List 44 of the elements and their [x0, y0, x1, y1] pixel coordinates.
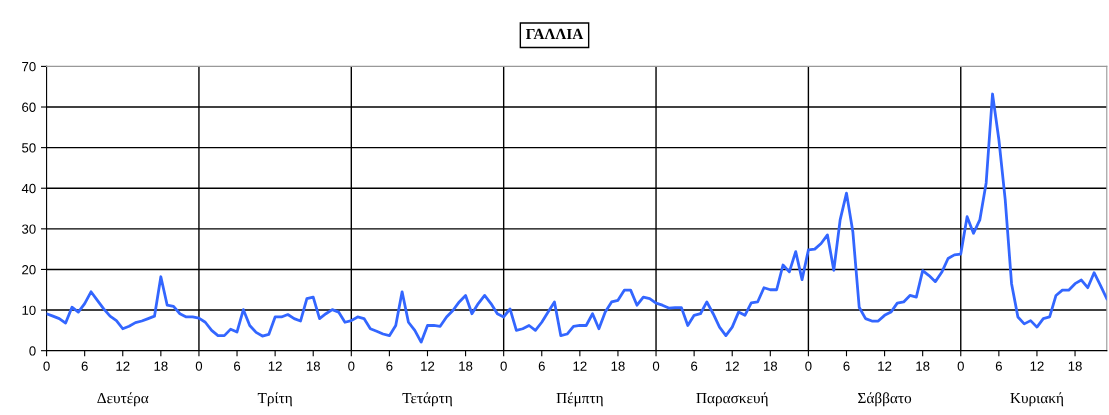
- y-tick-label: 30: [21, 224, 36, 234]
- x-tick-label: 18: [763, 361, 778, 371]
- x-tick-label: 6: [234, 361, 241, 371]
- x-tick-label: 6: [538, 361, 545, 371]
- x-tick-label: 0: [805, 361, 812, 371]
- x-tick-label: 18: [306, 361, 320, 371]
- x-tick-label: 6: [691, 361, 698, 371]
- y-tick-label: 20: [22, 265, 36, 275]
- x-tick-label: 6: [386, 361, 393, 371]
- x-tick-label: 0: [43, 361, 50, 371]
- x-tick-label: 0: [957, 361, 964, 371]
- x-tick-label: 0: [195, 361, 203, 371]
- y-tick-label: 70: [22, 61, 36, 72]
- x-tick-label: 0: [348, 361, 355, 371]
- x-tick-label: 12: [268, 361, 282, 371]
- y-tick-label: 10: [22, 305, 36, 315]
- text: Τετάρτη: [402, 392, 452, 407]
- text: Κυριακή: [1010, 392, 1064, 407]
- chart-title: ΓΑΛΛΙΑ: [525, 28, 584, 39]
- y-tick-label: 60: [22, 102, 36, 112]
- x-tick-label: 6: [81, 361, 88, 371]
- x-tick-label: 0: [500, 361, 507, 371]
- text: Παρασκευή: [696, 392, 768, 407]
- y-tick-label: 50: [22, 143, 36, 153]
- x-tick-label: 12: [573, 361, 587, 371]
- x-tick-label: 12: [421, 361, 435, 371]
- x-tick-label: 6: [843, 361, 850, 371]
- x-tick-label: 12: [725, 361, 739, 371]
- x-tick-label: 18: [1068, 361, 1082, 371]
- x-tick-label: 6: [995, 361, 1002, 371]
- text: Τρίτη: [257, 392, 292, 407]
- x-tick-label: 0: [652, 361, 660, 371]
- y-tick-label: 0: [29, 346, 36, 356]
- x-tick-label: 18: [459, 361, 473, 371]
- x-tick-label: 12: [1030, 361, 1044, 371]
- x-tick-label: 12: [878, 361, 892, 371]
- text: Πέμπτη: [556, 392, 603, 407]
- y-tick-label: 40: [21, 183, 36, 194]
- text: Δευτέρα: [97, 392, 149, 407]
- x-tick-label: 18: [916, 361, 930, 371]
- x-tick-label: 18: [611, 361, 625, 371]
- x-tick-label: 18: [154, 361, 168, 371]
- x-tick-label: 12: [116, 361, 130, 371]
- text: Σάββατο: [858, 392, 912, 407]
